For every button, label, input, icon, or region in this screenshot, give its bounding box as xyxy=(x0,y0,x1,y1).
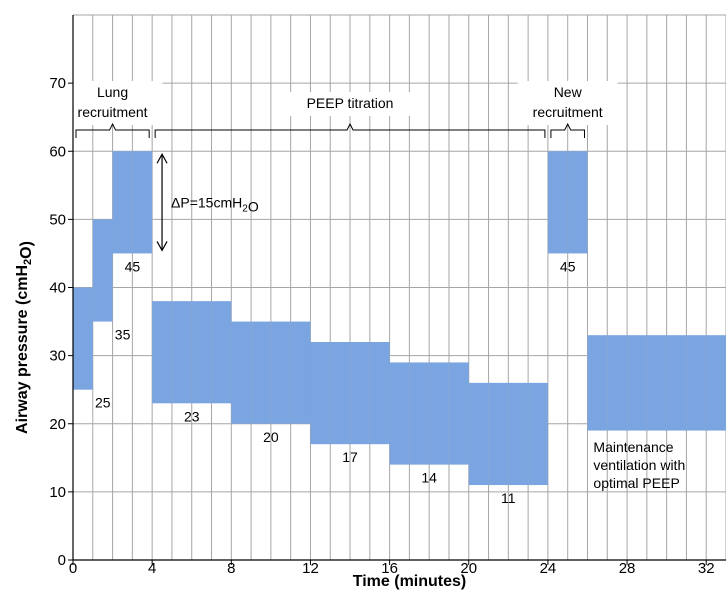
phase-label-0-0: Lung xyxy=(97,84,128,100)
x-tick-label-8: 8 xyxy=(227,560,235,577)
phase-label-0-1: recruitment xyxy=(78,104,148,120)
bar-label-5: 17 xyxy=(342,449,358,465)
y-ticks: 0 10 20 30 40 50 60 70 xyxy=(49,75,73,569)
maintenance-note: Maintenance ventilation with optimal PEEP xyxy=(593,439,685,491)
maintenance-note-line-0: Maintenance xyxy=(593,439,673,455)
phase-brace-2 xyxy=(550,122,585,138)
maintenance-note-line-1: ventilation with xyxy=(593,457,685,473)
delta-label: ΔP=15cmH2O xyxy=(171,194,259,214)
y-tick-label-0: 0 xyxy=(58,552,66,569)
delta-annotation: ΔP=15cmH2O xyxy=(156,153,259,252)
y-tick-label-10: 10 xyxy=(49,484,66,501)
maintenance-note-line-2: optimal PEEP xyxy=(593,475,679,491)
bar-9 xyxy=(587,335,726,431)
bar-label-7: 11 xyxy=(501,490,516,506)
phase-brace-0 xyxy=(75,122,150,138)
x-tick-label-20: 20 xyxy=(460,560,477,577)
delta-arrow-head-top xyxy=(156,153,168,164)
x-tick-label-4: 4 xyxy=(148,560,156,577)
bar-label-2: 45 xyxy=(125,258,141,274)
grid-over-bars xyxy=(131,151,707,486)
y-tick-label-70: 70 xyxy=(49,75,66,92)
bar-1 xyxy=(92,219,113,322)
bar-label-1: 35 xyxy=(115,327,131,343)
y-tick-label-20: 20 xyxy=(49,416,66,433)
bar-label-0: 25 xyxy=(95,395,111,411)
phase-annotations: Lung recruitment PEEP titration New recruitm… xyxy=(62,81,618,138)
bar-label-6: 14 xyxy=(421,470,437,486)
bar-labels: 25 35 45 23 20 17 14 11 45 xyxy=(95,258,576,506)
x-tick-label-16: 16 xyxy=(381,560,398,577)
bar-label-4: 20 xyxy=(263,429,279,445)
x-axis-title: Time (minutes) xyxy=(353,573,467,590)
delta-arrow-head-bottom xyxy=(156,241,168,252)
y-axis-title: Airway pressure (cmH2O) xyxy=(14,241,35,434)
phase-brace-1 xyxy=(154,122,546,138)
x-tick-label-12: 12 xyxy=(302,560,319,577)
x-tick-label-0: 0 xyxy=(69,560,77,577)
x-tick-label-28: 28 xyxy=(619,560,636,577)
phase-backdrop-1 xyxy=(288,92,413,116)
phase-label-2-0: New xyxy=(554,84,583,100)
x-tick-label-32: 32 xyxy=(698,560,715,577)
y-tick-label-60: 60 xyxy=(49,143,66,160)
bar-0 xyxy=(73,287,93,390)
x-ticks: 0 4 8 12 16 20 24 28 32 xyxy=(69,560,715,577)
phase-backdrop-2 xyxy=(517,81,618,125)
y-tick-label-40: 40 xyxy=(49,280,66,297)
bar-label-3: 23 xyxy=(184,408,200,424)
y-tick-label-50: 50 xyxy=(49,211,66,228)
bar-label-8: 45 xyxy=(560,258,576,274)
phase-backdrop-0 xyxy=(62,81,163,125)
x-tick-label-24: 24 xyxy=(540,560,557,577)
phase-label-1-0: PEEP titration xyxy=(307,95,394,111)
phase-label-2-1: recruitment xyxy=(533,104,603,120)
y-tick-label-30: 30 xyxy=(49,348,66,365)
